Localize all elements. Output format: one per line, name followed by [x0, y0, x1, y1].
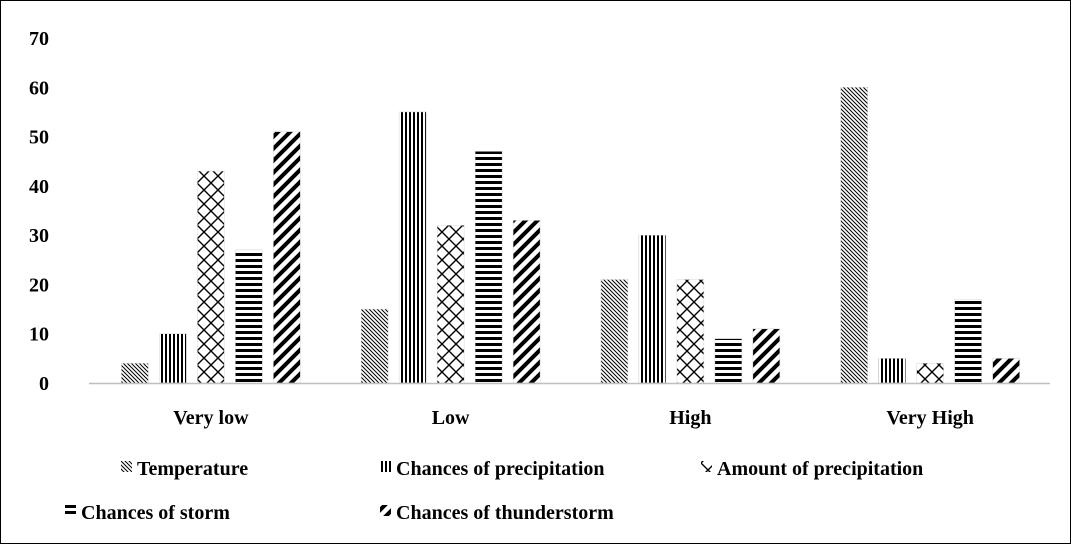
- bar-chances-of-thunderstorm-low: [512, 220, 541, 384]
- bar-chances-of-precipitation-low: [398, 111, 427, 384]
- bar-chances-of-storm-very-low: [235, 249, 263, 384]
- bar-chances-of-storm-very-high: [954, 298, 982, 384]
- category-label: Very High: [886, 407, 974, 429]
- bar-temperature-low: [360, 308, 389, 384]
- bar-chances-of-thunderstorm-very-low: [273, 131, 301, 384]
- legend-item: Chances of precipitation: [380, 458, 605, 480]
- bar-amount-of-precipitation-low: [436, 225, 465, 384]
- category-label: Low: [432, 407, 470, 429]
- category-label: Very low: [173, 407, 249, 429]
- bar-temperature-very-high: [840, 87, 868, 384]
- bar-chances-of-thunderstorm-high: [752, 328, 781, 384]
- bar-chances-of-precipitation-very-high: [878, 358, 906, 384]
- y-tick-label: 50: [29, 127, 49, 149]
- y-tick-label: 0: [39, 373, 49, 395]
- legend: Temperature Chances of precipitation Amoun…: [65, 458, 923, 524]
- y-tick-label: 20: [29, 274, 49, 296]
- y-tick-label: 40: [29, 176, 49, 198]
- legend-item: Amount of precipitation: [701, 458, 923, 480]
- bar-amount-of-precipitation-very-high: [916, 363, 944, 384]
- y-tick-label: 30: [29, 225, 49, 247]
- legend-label: Chances of storm: [81, 502, 230, 524]
- bar-amount-of-precipitation-high: [676, 279, 705, 384]
- y-tick-label: 60: [29, 77, 49, 99]
- legend-item: Temperature: [121, 458, 248, 480]
- bar-temperature-very-low: [121, 363, 149, 384]
- legend-label: Chances of thunderstorm: [396, 502, 614, 524]
- legend-swatch: [380, 505, 391, 516]
- y-axis-ticks: 0 10 20 30 40 50 60 70: [29, 28, 49, 395]
- legend-label: Temperature: [137, 458, 248, 480]
- bar-chances-of-thunderstorm-very-high: [992, 358, 1020, 384]
- legend-swatch: [701, 461, 712, 472]
- category-label: High: [669, 407, 711, 429]
- bar-amount-of-precipitation-very-low: [197, 170, 225, 384]
- legend-swatch: [121, 461, 132, 472]
- legend-swatch: [65, 505, 76, 516]
- bars-group: [121, 87, 1020, 384]
- legend-label: Amount of precipitation: [717, 458, 923, 480]
- bar-temperature-high: [600, 279, 629, 384]
- legend-swatch: [380, 461, 391, 472]
- legend-item: Chances of thunderstorm: [380, 502, 614, 524]
- y-tick-label: 10: [29, 324, 49, 346]
- bar-chances-of-storm-low: [474, 151, 503, 384]
- bar-chances-of-precipitation-very-low: [159, 333, 187, 384]
- category-labels: Very low Low High Very High: [173, 407, 974, 429]
- legend-label: Chances of precipitation: [396, 458, 605, 480]
- y-tick-label: 70: [29, 28, 49, 50]
- bar-chances-of-storm-high: [714, 338, 743, 384]
- bar-chances-of-precipitation-high: [638, 234, 667, 384]
- legend-item: Chances of storm: [65, 502, 230, 524]
